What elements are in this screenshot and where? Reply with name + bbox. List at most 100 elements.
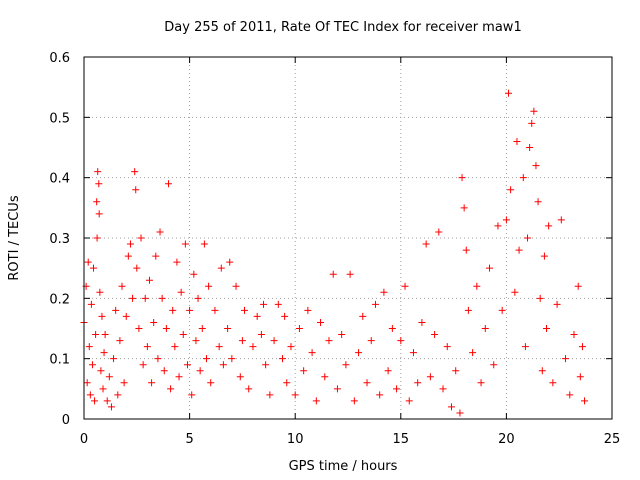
data-point [464, 306, 472, 314]
data-point [236, 373, 244, 381]
data-point [145, 276, 153, 284]
data-point [287, 343, 295, 351]
data-point [260, 300, 268, 308]
data-point [190, 270, 198, 278]
data-point [175, 373, 183, 381]
data-point [526, 144, 534, 151]
y-tick-label: 0.2 [49, 292, 70, 307]
x-tick-label: 15 [393, 432, 410, 447]
data-point [435, 228, 443, 236]
data-point [367, 337, 375, 345]
data-point [384, 367, 392, 375]
data-point [211, 306, 219, 314]
data-point [249, 343, 257, 351]
data-point [270, 337, 278, 345]
data-point [452, 367, 460, 375]
data-point [545, 222, 553, 230]
data-point [443, 343, 451, 351]
data-point [126, 240, 134, 248]
data-point [543, 325, 551, 332]
data-point [363, 379, 371, 387]
data-point [84, 258, 92, 266]
data-point [97, 367, 105, 375]
data-point [557, 216, 565, 224]
data-point [95, 210, 103, 218]
data-point [131, 168, 139, 176]
data-point [88, 361, 96, 369]
y-tick-label: 0.6 [49, 51, 70, 66]
data-point [350, 397, 358, 405]
data-point [116, 337, 124, 345]
data-point [241, 306, 249, 314]
data-point [266, 391, 274, 399]
data-point [192, 337, 200, 345]
data-point [329, 270, 337, 278]
data-point [219, 361, 227, 369]
data-point [359, 312, 367, 320]
data-point [87, 300, 95, 308]
data-point [200, 240, 208, 248]
data-point [245, 385, 253, 393]
data-point [152, 252, 160, 260]
data-point [105, 373, 113, 381]
data-point [426, 373, 434, 381]
data-point [217, 264, 225, 272]
data-point [458, 174, 466, 182]
data-point [198, 325, 206, 332]
data-point [162, 325, 170, 332]
data-point [228, 355, 236, 363]
data-point [156, 228, 164, 236]
data-point [283, 379, 291, 387]
data-point [477, 379, 485, 387]
y-tick-label: 0 [62, 413, 70, 428]
data-point [581, 397, 589, 405]
data-point [562, 355, 570, 363]
data-point [226, 258, 234, 266]
data-point [355, 349, 363, 357]
data-point [118, 282, 126, 290]
data-point [177, 288, 185, 296]
x-tick-label: 0 [80, 432, 88, 447]
data-point [171, 343, 179, 351]
y-tick-label: 0.1 [49, 353, 70, 368]
data-point [447, 403, 455, 411]
data-point [291, 391, 299, 399]
data-point [224, 325, 232, 332]
data-point [371, 300, 379, 308]
data-point [530, 107, 538, 115]
data-point [333, 385, 341, 393]
data-point [253, 312, 261, 320]
data-point [505, 89, 513, 97]
data-point [519, 174, 527, 182]
data-point [574, 282, 582, 290]
y-tick-label: 0.4 [49, 172, 70, 187]
data-point [498, 306, 506, 314]
data-point [553, 300, 561, 308]
data-point [238, 337, 246, 345]
data-point [141, 294, 149, 302]
data-point [376, 391, 384, 399]
data-point [150, 318, 158, 326]
data-point [481, 325, 489, 332]
data-point [578, 343, 586, 351]
data-point [129, 294, 137, 302]
data-point [511, 288, 519, 296]
data-point [85, 343, 93, 351]
data-point [397, 337, 405, 345]
data-point [279, 355, 287, 363]
data-point [93, 234, 101, 242]
data-point [186, 306, 194, 314]
data-point [154, 355, 162, 363]
data-point [507, 186, 515, 194]
data-point [107, 403, 115, 411]
data-point [473, 282, 481, 290]
data-point [338, 331, 346, 339]
data-point [262, 361, 270, 369]
data-point [401, 282, 409, 290]
data-point [431, 331, 439, 339]
data-points [80, 89, 589, 417]
data-point [469, 349, 477, 357]
data-point [486, 264, 494, 272]
data-point [112, 306, 120, 314]
data-point [346, 270, 354, 278]
